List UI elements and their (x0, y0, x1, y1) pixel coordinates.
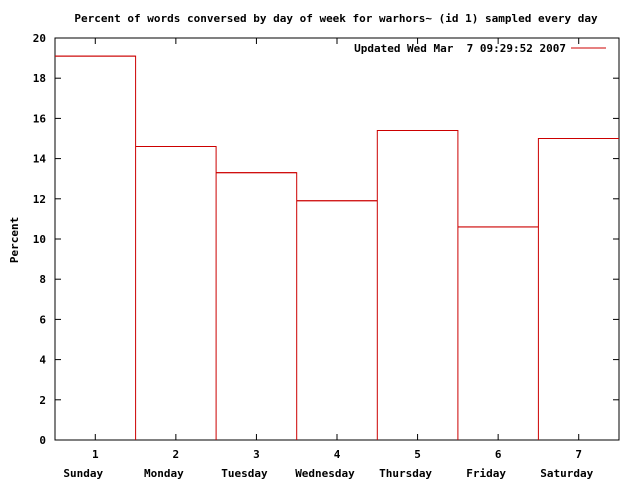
legend-label: Updated Wed Mar 7 09:29:52 2007 (354, 42, 566, 55)
x-tick-label: 2 (173, 448, 180, 461)
x-day-label: Thursday (379, 467, 432, 480)
y-tick-label: 16 (33, 112, 47, 125)
y-tick-label: 10 (33, 233, 46, 246)
y-tick-label: 18 (33, 72, 46, 85)
y-tick-label: 0 (39, 434, 46, 447)
x-tick-label: 3 (253, 448, 260, 461)
x-axis-ticks: 1 Sunday 2 Monday 3 Tuesday 4 Wednesday 5 Thursda… (63, 38, 594, 480)
legend: Updated Wed Mar 7 09:29:52 2007 (354, 42, 606, 55)
y-tick-label: 4 (39, 354, 46, 367)
series-step-line (55, 55, 619, 440)
y-tick-label: 14 (33, 153, 47, 166)
x-day-label: Sunday (63, 467, 103, 480)
y-tick-label: 12 (33, 193, 46, 206)
x-day-label: Wednesday (295, 467, 355, 480)
x-tick-label: 4 (334, 448, 341, 461)
x-tick-label: 6 (495, 448, 502, 461)
y-tick-label: 6 (39, 313, 46, 326)
y-axis-label: Percent (8, 217, 21, 263)
x-day-label: Friday (466, 467, 506, 480)
chart-title: Percent of words conversed by day of wee… (74, 12, 598, 25)
y-tick-label: 8 (39, 273, 46, 286)
plot-frame (54, 37, 620, 441)
y-axis-ticks: 0 2 4 6 8 10 12 14 16 18 20 (33, 32, 619, 447)
x-tick-label: 1 (92, 448, 99, 461)
y-tick-label: 2 (39, 394, 46, 407)
x-day-label: Monday (144, 467, 184, 480)
x-day-label: Saturday (540, 467, 593, 480)
x-tick-label: 7 (575, 448, 582, 461)
y-tick-label: 20 (33, 32, 46, 45)
x-tick-label: 5 (414, 448, 421, 461)
x-day-label: Tuesday (221, 467, 268, 480)
